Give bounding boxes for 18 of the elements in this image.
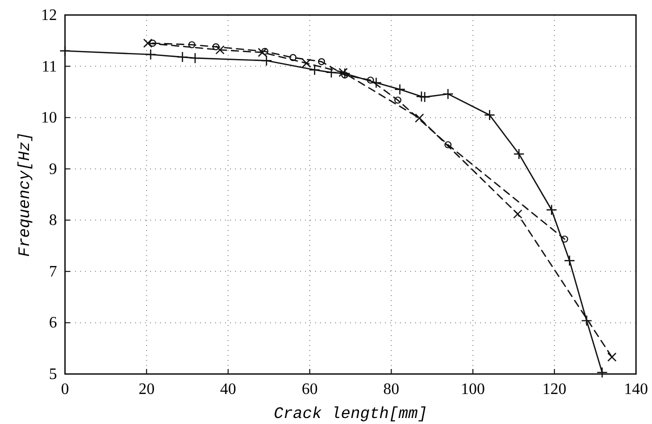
y-tick-label: 11 xyxy=(42,58,57,76)
y-tick-label: 7 xyxy=(49,263,57,280)
x-tick-label: 40 xyxy=(220,381,236,398)
x-tick-label: 80 xyxy=(383,381,400,398)
x-tick-label: 100 xyxy=(460,381,485,398)
x-axis-title: Crack length[mm] xyxy=(274,405,428,423)
y-tick-label: 8 xyxy=(49,212,57,230)
x-tick-label: 20 xyxy=(138,381,155,398)
y-tick-label: 6 xyxy=(49,314,57,332)
y-axis-title: Frequency[Hz] xyxy=(16,132,34,257)
y-tick-label: 5 xyxy=(49,366,57,383)
x-tick-label: 60 xyxy=(302,381,318,398)
y-tick-label: 10 xyxy=(41,110,57,127)
y-tick-label: 12 xyxy=(41,7,57,24)
x-tick-label: 0 xyxy=(61,381,69,398)
y-tick-label: 9 xyxy=(49,160,57,178)
x-tick-label: 120 xyxy=(542,381,566,398)
x-tick-label: 140 xyxy=(624,381,648,398)
